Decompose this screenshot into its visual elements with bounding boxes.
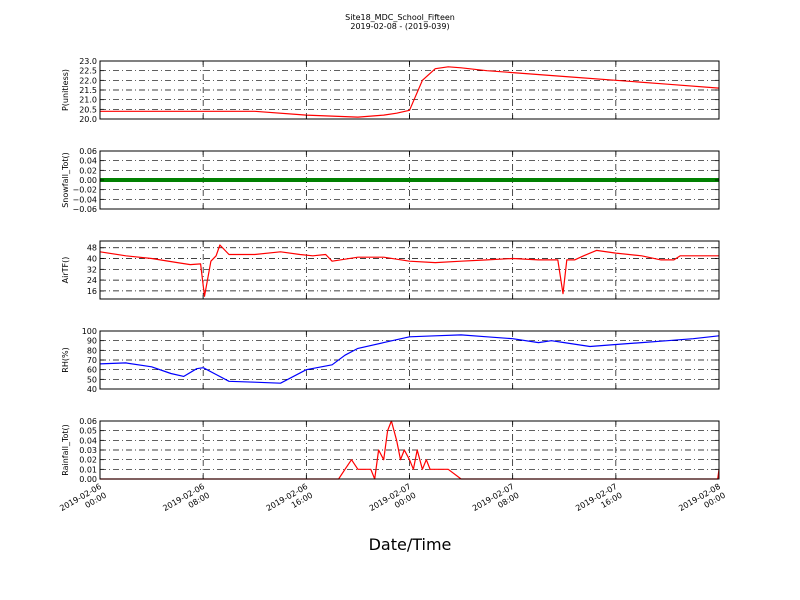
y-tick-label: 22.0 <box>79 76 97 85</box>
x-tick-label: 2019-02-0800:00 <box>677 482 727 522</box>
y-tick-label: 20.5 <box>79 105 97 114</box>
y-tick-label: 0.02 <box>79 456 97 465</box>
subplot-1: 20.020.521.021.522.022.523.0 P(unitless) <box>61 57 720 124</box>
y-tick-label: 24 <box>87 276 97 285</box>
y-tick-label: 0.04 <box>79 157 97 166</box>
x-tick-label: 2019-02-0700:00 <box>368 482 418 522</box>
y-tick-label: 22.5 <box>79 67 97 76</box>
y-tick-label: 50 <box>87 375 97 384</box>
y-tick-label: 0.06 <box>79 417 97 426</box>
y-tick-label: 0.04 <box>79 436 97 445</box>
y-axis-label: RH(%) <box>61 347 70 372</box>
y-tick-label: 0.01 <box>79 465 97 474</box>
y-tick-label: 0.06 <box>79 147 97 156</box>
y-tick-label: 16 <box>87 287 97 296</box>
y-tick-label: 70 <box>87 356 97 365</box>
series-line-4 <box>99 334 720 384</box>
y-tick-label: 32 <box>87 265 97 274</box>
y-tick-label: 100 <box>82 327 97 336</box>
y-tick-label: 23.0 <box>79 57 97 66</box>
y-tick-label: 0.05 <box>79 427 97 436</box>
x-tick-label: 2019-02-0600:00 <box>58 482 108 522</box>
y-tick-label: 0.00 <box>79 176 97 185</box>
y-tick-label: 80 <box>87 346 97 355</box>
series-line-3 <box>99 244 719 297</box>
y-tick-label: 0.02 <box>79 166 97 175</box>
y-axis-label: Snowfall_Tot() <box>61 152 70 208</box>
y-tick-label: 60 <box>87 366 97 375</box>
subplot-2: −0.06−0.04−0.020.000.020.040.06 Snowfall_… <box>61 147 720 214</box>
y-tick-label: 21.5 <box>79 86 97 95</box>
x-tick-label: 2019-02-0616:00 <box>265 482 315 522</box>
y-axis-label: AirTF() <box>61 257 70 284</box>
x-tick-label: 2019-02-0708:00 <box>471 482 521 522</box>
subplot-5: 0.000.010.020.030.040.050.06 Rainfall_Tot… <box>61 417 720 484</box>
x-axis-ticks: 2019-02-0600:00 2019-02-0608:00 2019-02-06… <box>58 482 727 522</box>
y-axis-label: P(unitless) <box>61 69 70 111</box>
y-tick-label: 21.0 <box>79 96 97 105</box>
y-tick-label: −0.02 <box>72 186 97 195</box>
subplots: 20.020.521.021.522.022.523.0 P(unitless) −… <box>61 57 720 484</box>
y-tick-label: 40 <box>87 385 97 394</box>
y-tick-label: −0.06 <box>72 205 97 214</box>
y-tick-label: 20.0 <box>79 115 97 124</box>
y-tick-label: 0.03 <box>79 446 97 455</box>
figure-title: Site18_MDC_School_Fifteen <box>345 13 455 22</box>
y-axis-label: Rainfall_Tot() <box>61 424 70 476</box>
y-tick-label: 40 <box>87 255 97 264</box>
x-axis-label: Date/Time <box>369 535 452 554</box>
y-tick-label: 48 <box>87 244 97 253</box>
x-tick-label: 2019-02-0716:00 <box>574 482 624 522</box>
y-tick-label: −0.04 <box>72 195 97 204</box>
y-tick-label: 90 <box>87 337 97 346</box>
figure-subtitle: 2019-02-08 - (2019-039) <box>350 22 449 31</box>
y-tick-label: 0.00 <box>79 475 97 484</box>
x-tick-label: 2019-02-0608:00 <box>161 482 211 522</box>
series-line-5 <box>100 420 720 480</box>
